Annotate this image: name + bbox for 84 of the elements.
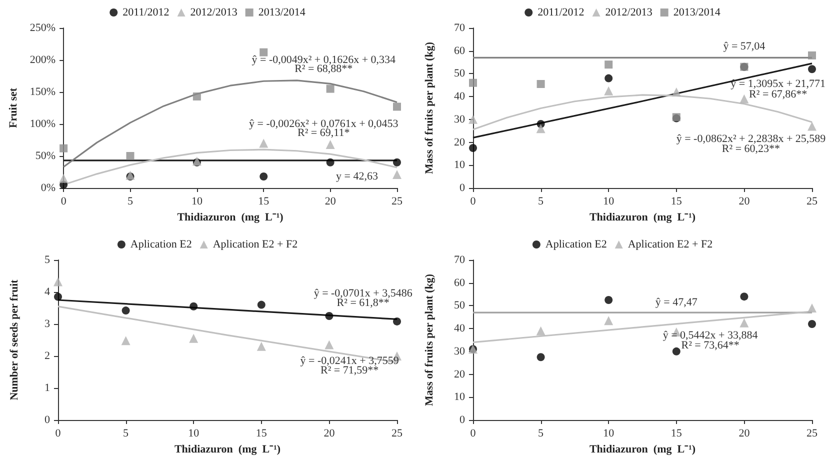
annotation: ŷ = -0,0049x² + 0,1626x + 0,334 bbox=[252, 54, 396, 66]
y-tick-label: 40 bbox=[454, 90, 466, 103]
annotation: ŷ = -0,0862x² + 2,2838x + 25,589 bbox=[676, 132, 826, 145]
y-tick-label: 30 bbox=[454, 345, 466, 358]
x-axis-title: Thidiazuron (mg L⁻¹) bbox=[589, 444, 696, 456]
y-tick-label: 200% bbox=[30, 54, 56, 66]
x-tick-label: 0 bbox=[60, 196, 67, 208]
y-tick-label: 4 bbox=[44, 286, 50, 298]
y-tick-label: 1 bbox=[44, 382, 50, 394]
y-tick-label: 50% bbox=[35, 150, 56, 162]
y-tick-label: 70 bbox=[454, 22, 466, 34]
y-tick-label: 70 bbox=[454, 254, 466, 266]
y-tick-label: 0 bbox=[460, 414, 466, 426]
annotation: ŷ = 57,04 bbox=[723, 40, 766, 52]
annotation: ŷ = -0,0241x + 3,7559 bbox=[300, 354, 400, 367]
legend-label: Aplication E2 + F2 bbox=[212, 238, 298, 250]
x-axis-title: Thidiazuron (mg L⁻¹) bbox=[174, 444, 281, 456]
x-tick-label: 0 bbox=[470, 196, 476, 208]
y-tick-label: 20 bbox=[454, 136, 466, 148]
x-tick-label: 5 bbox=[123, 428, 130, 440]
y-tick-label: 50 bbox=[454, 300, 466, 312]
x-tick-label: 5 bbox=[128, 196, 134, 208]
y-tick-label: 50 bbox=[454, 68, 466, 80]
legend-label: Aplication E2 bbox=[545, 238, 607, 250]
annotation: ŷ = -0,0701x + 3,5486 bbox=[314, 288, 413, 300]
y-tick-label: 10 bbox=[454, 159, 466, 172]
legend-label: 2013/2014 bbox=[673, 6, 721, 18]
y-tick-label: 60 bbox=[454, 44, 466, 57]
annotation: R² = 61,8** bbox=[336, 297, 390, 310]
y-tick-label: 20 bbox=[454, 368, 466, 380]
x-tick-label: 25 bbox=[392, 428, 403, 440]
x-tick-label: 10 bbox=[603, 196, 615, 208]
x-tick-label: 25 bbox=[806, 428, 818, 440]
y-tick-label: 5 bbox=[44, 254, 50, 266]
x-tick-label: 15 bbox=[670, 196, 682, 208]
x-tick-label: 10 bbox=[188, 428, 200, 440]
legend-label: Aplication E2 + F2 bbox=[628, 238, 713, 250]
y-tick-label: 250% bbox=[30, 22, 56, 34]
x-tick-label: 20 bbox=[738, 428, 750, 440]
x-tick-label: 10 bbox=[191, 196, 203, 208]
annotation: R² = 67,86** bbox=[749, 88, 808, 100]
x-tick-label: 15 bbox=[258, 196, 270, 208]
x-tick-label: 15 bbox=[256, 428, 268, 440]
legend-label: Aplication E2 bbox=[130, 238, 192, 250]
y-axis-title: Number of seeds per fruit bbox=[8, 279, 20, 400]
y-tick-label: 0% bbox=[40, 182, 56, 194]
annotation: y = 42,63 bbox=[336, 170, 378, 182]
x-tick-label: 5 bbox=[538, 196, 544, 208]
x-axis-title: Thidiazuron (mg L⁻¹) bbox=[589, 212, 696, 224]
x-tick-label: 10 bbox=[603, 428, 615, 440]
y-axis-title: Fruit set bbox=[8, 88, 20, 128]
y-axis-title: Mass of fruits per plant (kg) bbox=[424, 274, 436, 406]
y-tick-label: 60 bbox=[454, 276, 466, 289]
x-tick-label: 20 bbox=[738, 196, 750, 208]
x-tick-label: 5 bbox=[538, 428, 544, 440]
annotation: ŷ = 1,3095x + 21,771 bbox=[730, 78, 826, 90]
y-tick-label: 10 bbox=[454, 391, 466, 404]
y-tick-label: 0 bbox=[44, 414, 50, 426]
legend-label: 2012/2013 bbox=[605, 6, 653, 18]
y-tick-label: 30 bbox=[454, 113, 466, 126]
x-tick-label: 20 bbox=[324, 196, 336, 208]
y-tick-label: 100% bbox=[30, 118, 56, 130]
annotation: ŷ = -0,0026x² + 0,0761x + 0,0453 bbox=[248, 118, 399, 130]
y-tick-label: 3 bbox=[44, 318, 50, 330]
annotation: R² = 73,64** bbox=[681, 340, 740, 352]
x-tick-label: 25 bbox=[806, 196, 818, 208]
x-tick-label: 15 bbox=[670, 428, 682, 440]
x-tick-label: 0 bbox=[470, 428, 476, 440]
legend-label: 2011/2012 bbox=[538, 6, 584, 18]
y-tick-label: 2 bbox=[44, 350, 50, 362]
legend-label: 2012/2013 bbox=[190, 6, 238, 18]
annotation: ŷ = 47,47 bbox=[655, 296, 698, 308]
legend-label: 2013/2014 bbox=[258, 6, 306, 18]
y-tick-label: 40 bbox=[454, 322, 466, 335]
y-axis-title: Mass of fruits per plant (kg) bbox=[424, 42, 436, 174]
legend-label: 2011/2012 bbox=[122, 6, 170, 18]
x-tick-label: 25 bbox=[392, 196, 403, 208]
annotation: ŷ = 0,5442x + 33,884 bbox=[662, 329, 758, 342]
x-tick-label: 20 bbox=[324, 428, 336, 440]
y-tick-label: 0 bbox=[460, 182, 466, 194]
x-axis-title: Thidiazuron (mg L⁻¹) bbox=[177, 212, 284, 224]
y-tick-label: 150% bbox=[30, 86, 56, 98]
annotation: R² = 71,59** bbox=[320, 364, 379, 376]
annotation: R² = 60,23** bbox=[722, 143, 780, 156]
